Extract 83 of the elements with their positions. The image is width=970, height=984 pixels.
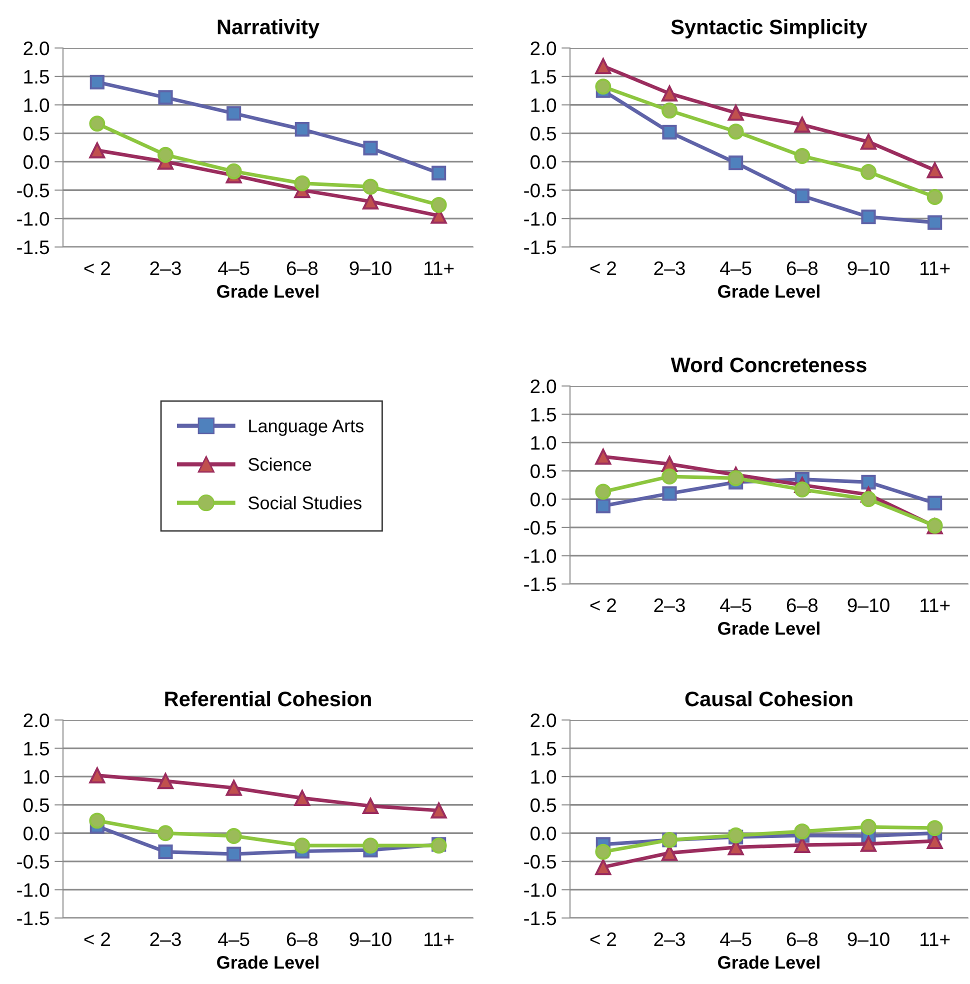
x-tick-label: < 2	[590, 598, 616, 612]
x-tick-label: 4–5	[720, 598, 752, 612]
y-tick-label: 1.0	[531, 436, 556, 450]
x-axis-title: Grade Level	[718, 622, 820, 635]
y-tick-label: 1.0	[531, 98, 556, 112]
y-tick-label: -1.5	[524, 912, 556, 926]
y-tick-label: -0.5	[524, 184, 556, 198]
x-tick-label: 6–8	[786, 932, 818, 946]
x-tick-label: 6–8	[286, 261, 318, 276]
x-tick-label: 11+	[424, 262, 454, 275]
y-tick-label: 0.0	[24, 155, 50, 169]
y-tick-label: 1.0	[531, 770, 556, 784]
x-axis-title: Grade Level	[718, 284, 820, 298]
y-tick-label: 1.5	[24, 742, 49, 756]
x-tick-label: 9–10	[350, 932, 392, 946]
y-tick-label: 0.0	[530, 155, 556, 169]
y-tick-label: 0.5	[24, 798, 49, 812]
x-tick-label: 2–3	[654, 598, 685, 612]
x-tick-label: 9–10	[848, 261, 890, 276]
x-tick-label: 6–8	[786, 598, 818, 612]
y-tick-label: -0.5	[17, 184, 49, 198]
x-tick-label: 9–10	[848, 598, 890, 612]
legend-label: Language Arts	[249, 420, 364, 436]
y-tick-label: 0.5	[530, 126, 556, 141]
y-tick-label: 0.0	[24, 826, 50, 840]
y-tick-label: 1.0	[24, 770, 50, 784]
x-tick-label: 4–5	[720, 262, 752, 276]
y-tick-label: -1.5	[524, 240, 556, 254]
y-tick-label: -1.5	[17, 912, 49, 926]
x-tick-label: 2–3	[150, 261, 181, 276]
x-tick-label: 11+	[920, 598, 950, 612]
chart-title: Referential Cohesion	[165, 691, 371, 706]
y-tick-label: 0.0	[530, 492, 556, 506]
x-tick-label: 2–3	[654, 932, 685, 946]
y-tick-label: 1.5	[531, 70, 556, 84]
y-tick-label: -1.0	[524, 212, 556, 226]
x-tick-label: 4–5	[218, 932, 250, 946]
chart-title: Syntactic Simplicity	[671, 19, 868, 38]
y-tick-label: -1.0	[524, 883, 556, 897]
legend-label: Science	[248, 458, 312, 471]
x-tick-label: < 2	[84, 932, 110, 946]
y-tick-label: 2.0	[24, 41, 50, 56]
y-tick-label: 0.0	[530, 826, 556, 840]
x-tick-label: 4–5	[218, 262, 250, 276]
y-tick-label: 0.5	[24, 126, 49, 141]
y-tick-label: -0.5	[17, 854, 49, 869]
y-tick-label: 0.5	[530, 464, 556, 478]
y-tick-label: 1.0	[24, 98, 50, 112]
x-axis-title: Grade Level	[217, 284, 318, 298]
y-tick-label: 2.0	[530, 713, 556, 728]
x-tick-label: 9–10	[350, 261, 392, 276]
chart-title: Causal Cohesion	[685, 691, 852, 706]
y-tick-label: -1.5	[17, 240, 49, 254]
y-tick-label: -1.5	[524, 578, 556, 592]
y-tick-label: 1.5	[531, 408, 556, 422]
y-tick-label: 1.5	[531, 742, 556, 756]
y-tick-label: -1.0	[17, 883, 50, 897]
y-tick-label: -1.0	[17, 212, 50, 226]
x-tick-label: 4–5	[720, 932, 752, 946]
x-tick-label: 11+	[424, 932, 454, 946]
x-tick-label: 11+	[920, 932, 950, 946]
chart-title: Word Concreteness	[670, 357, 866, 372]
x-tick-label: 6–8	[786, 261, 818, 276]
x-tick-label: 2–3	[654, 261, 685, 276]
y-tick-label: 2.0	[530, 41, 556, 56]
chart-title: Narrativity	[218, 19, 320, 38]
y-tick-label: -0.5	[524, 520, 556, 535]
y-tick-label: 1.5	[24, 70, 49, 84]
x-tick-label: 2–3	[150, 932, 181, 946]
x-axis-title: Grade Level	[718, 956, 820, 969]
x-tick-label: 9–10	[848, 932, 890, 946]
y-tick-label: 2.0	[530, 379, 556, 394]
x-tick-label: < 2	[590, 261, 616, 275]
y-tick-label: -1.0	[524, 549, 556, 563]
x-tick-label: 11+	[920, 262, 950, 275]
x-tick-label: < 2	[590, 932, 616, 946]
legend-label: Social Studies	[248, 496, 362, 510]
x-axis-title: Grade Level	[217, 956, 318, 969]
y-tick-label: -0.5	[524, 854, 556, 869]
x-tick-label: 6–8	[286, 932, 318, 946]
x-tick-label: < 2	[84, 261, 110, 275]
y-tick-label: 2.0	[24, 713, 50, 728]
y-tick-label: 0.5	[530, 798, 556, 812]
